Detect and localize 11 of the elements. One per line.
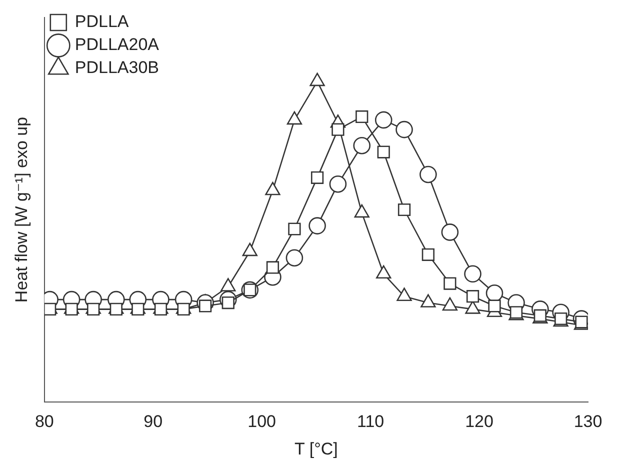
x-tick-label: 80 [34, 412, 54, 432]
legend-label: PDLLA30B [74, 58, 160, 78]
legend-label: PDLLA20A [74, 35, 160, 54]
x-tick-label: 110 [357, 412, 384, 432]
x-tick-label: 130 [574, 412, 602, 432]
x-tick-label: 120 [465, 412, 494, 432]
x-axis-title: T [°C] [294, 439, 338, 458]
x-tick-label: 90 [144, 412, 163, 432]
legend-label: PDLLA [74, 12, 130, 32]
y-axis-title: Heat flow [W g⁻¹] exo up [12, 116, 31, 303]
x-tick-label: 100 [248, 412, 276, 432]
